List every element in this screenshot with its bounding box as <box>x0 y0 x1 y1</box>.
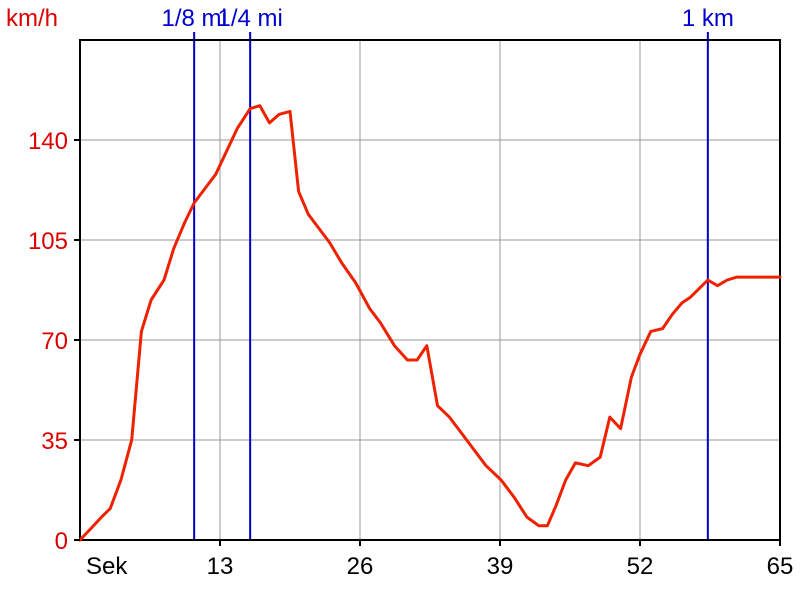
x-tick-label: 52 <box>627 553 654 580</box>
series-layer <box>78 104 782 542</box>
x-tick-label: 39 <box>487 553 514 580</box>
y-tick-label: 140 <box>28 128 68 155</box>
x-axis-unit-label: Sek <box>86 553 128 580</box>
plot-frame <box>79 39 781 541</box>
distance-marker-label: 1/8 mi <box>161 5 226 32</box>
speed-series-line <box>78 104 782 542</box>
distance-marker-label: 1 km <box>682 5 734 32</box>
distance-marker-label: 1/4 mi <box>217 5 282 32</box>
x-tick-label: 65 <box>767 553 794 580</box>
y-tick-label: 35 <box>41 428 68 455</box>
grid <box>80 40 781 541</box>
x-tick-label: 26 <box>347 553 374 580</box>
y-axis-unit-label: km/h <box>6 5 58 32</box>
distance-markers: 1/8 mi1/4 mi 1 km <box>161 5 734 540</box>
x-tick-label: 13 <box>207 553 234 580</box>
y-tick-label: 70 <box>41 328 68 355</box>
tick-labels: 0 35 70 105 140 13 26 39 52 65 <box>28 128 793 580</box>
y-tick-label: 0 <box>55 528 68 555</box>
y-tick-label: 105 <box>28 228 68 255</box>
